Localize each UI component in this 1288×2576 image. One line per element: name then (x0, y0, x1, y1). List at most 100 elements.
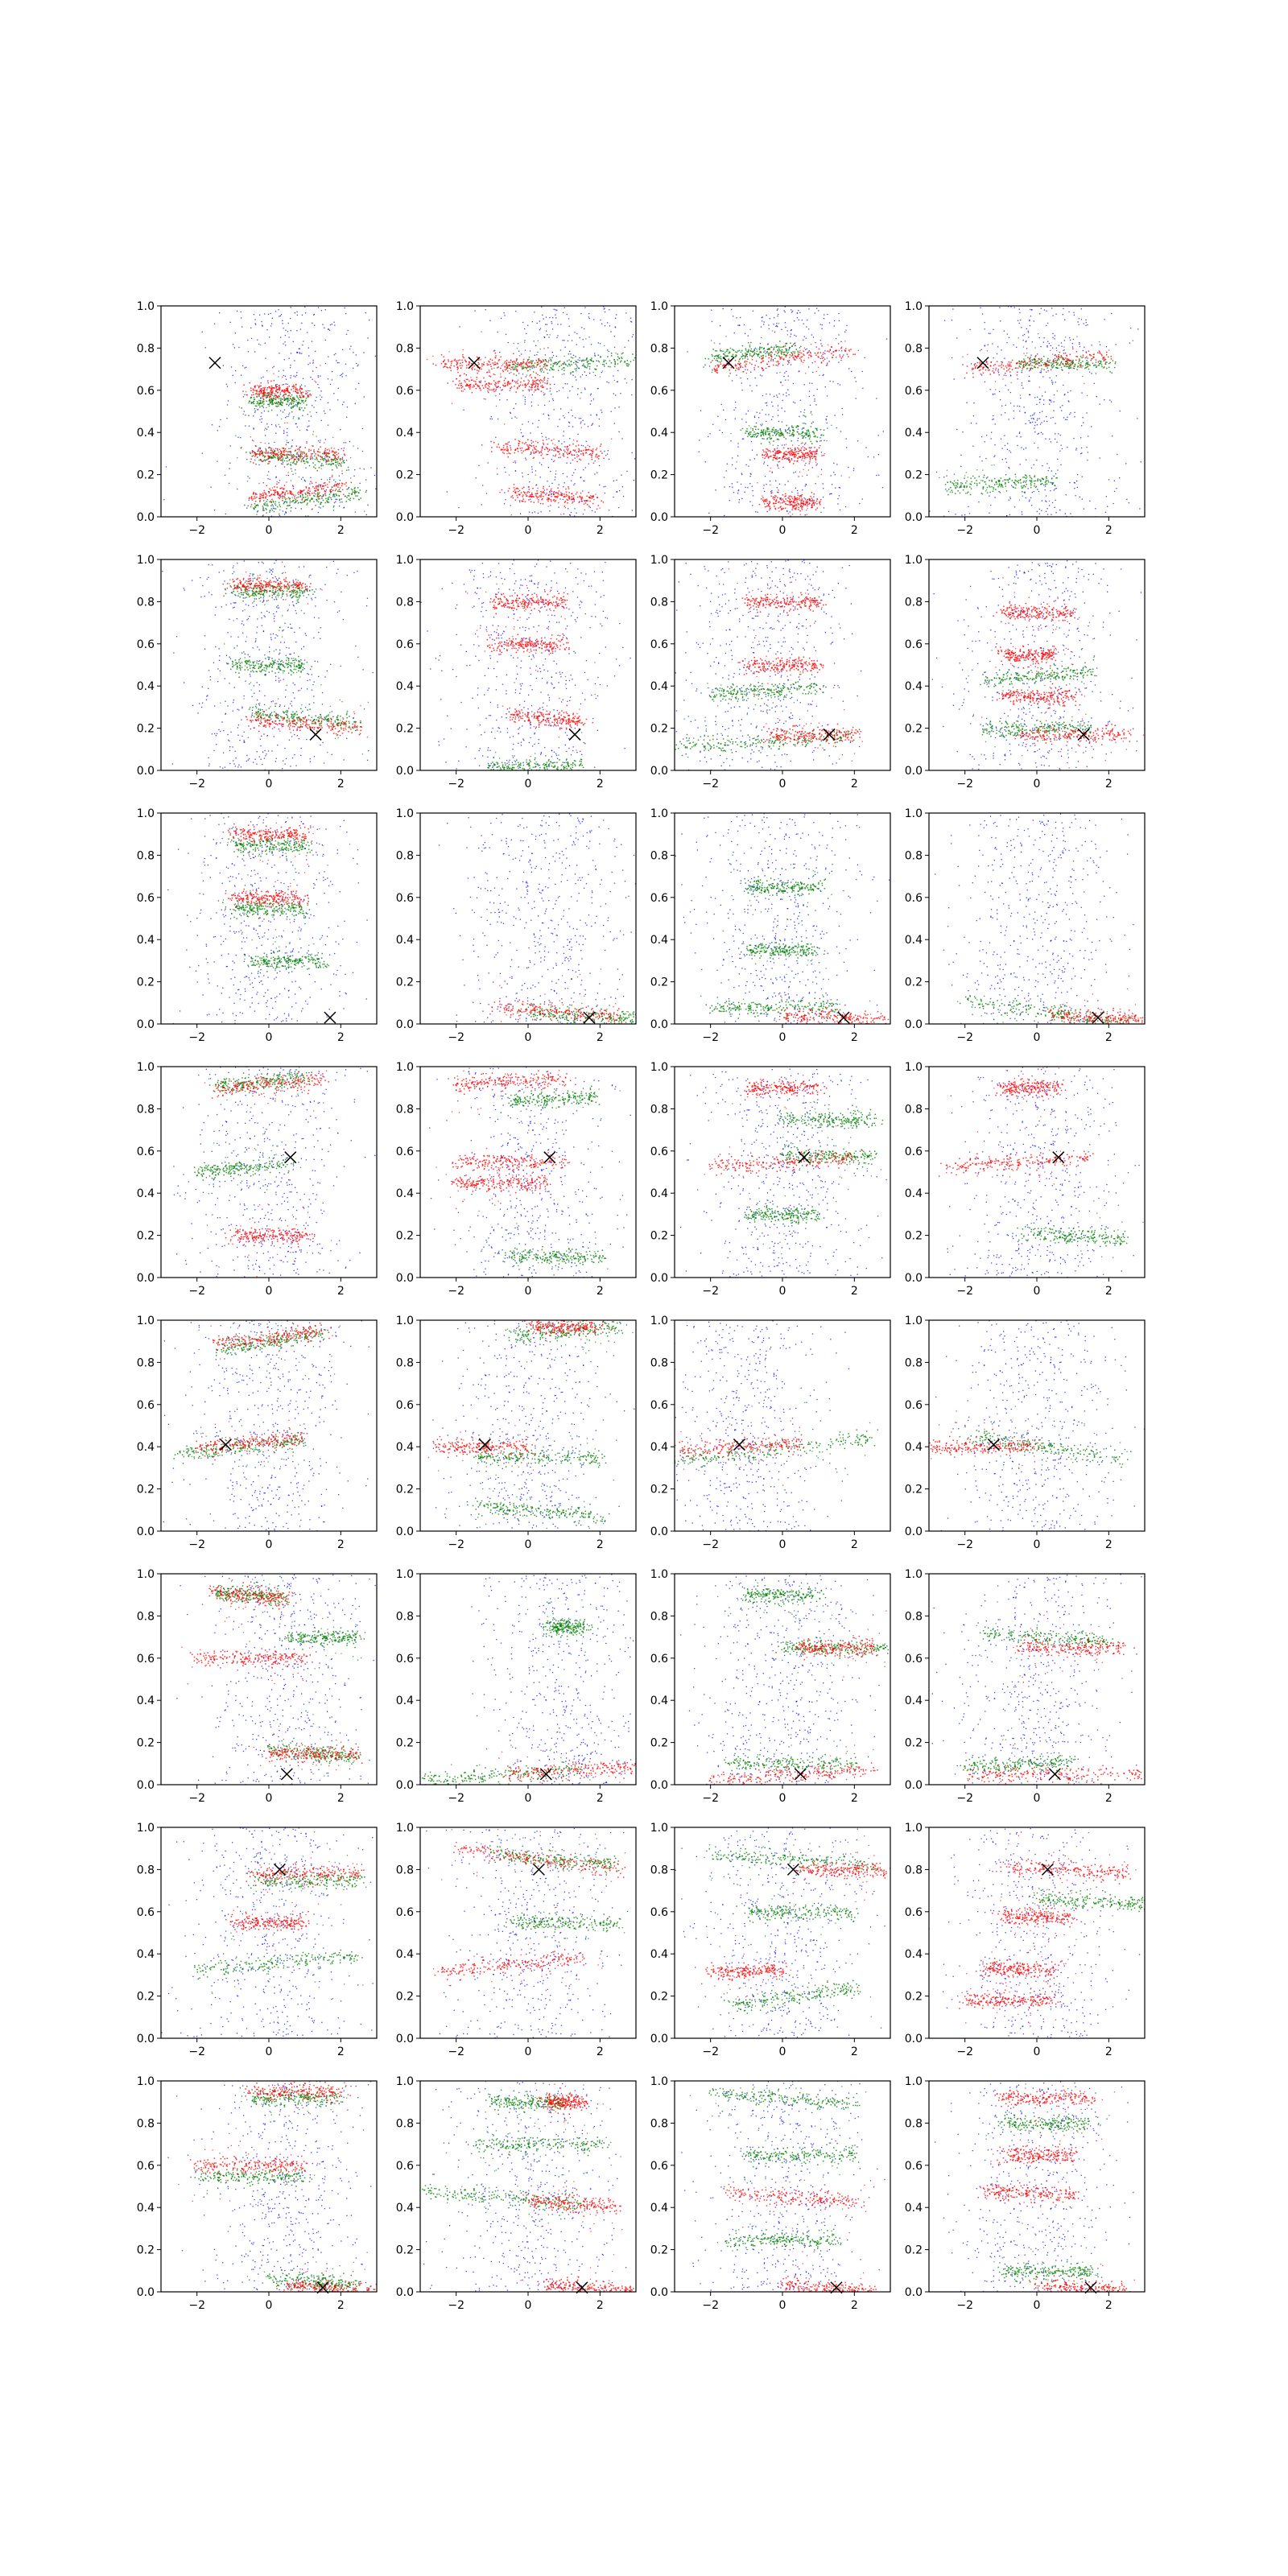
point-green (332, 463, 333, 464)
point-green (307, 460, 308, 463)
point-red (495, 385, 497, 387)
point-red (318, 496, 320, 497)
point-red (292, 485, 295, 488)
point-blue (830, 493, 832, 494)
point-green (275, 405, 277, 407)
point-red (265, 493, 266, 495)
point-red (507, 456, 509, 458)
point-green (324, 455, 327, 456)
point-red (276, 492, 279, 494)
point-green (335, 460, 336, 461)
point-red (826, 357, 828, 359)
point-red (791, 355, 793, 357)
point-red (256, 390, 258, 392)
point-red (506, 362, 507, 364)
point-green (711, 340, 712, 341)
point-red (324, 485, 327, 486)
point-blue (749, 483, 751, 485)
point-blue (288, 403, 290, 405)
point-red (510, 359, 512, 361)
point-red (522, 450, 524, 452)
point-red (526, 495, 527, 497)
point-blue (320, 478, 323, 481)
point-blue (363, 352, 365, 353)
point-red (518, 500, 521, 502)
point-green (244, 504, 246, 506)
point-blue (234, 332, 236, 334)
point-red (531, 495, 533, 497)
point-red (270, 391, 272, 394)
point-green (736, 351, 738, 353)
point-red (583, 503, 585, 505)
point-red (336, 458, 337, 460)
point-red (583, 449, 584, 452)
point-green (621, 357, 623, 359)
point-green (826, 440, 828, 442)
point-green (328, 453, 329, 455)
point-green (302, 496, 303, 498)
point-green (778, 434, 780, 436)
point-green (248, 415, 250, 417)
point-green (785, 354, 786, 356)
point-red (316, 456, 317, 458)
point-red (488, 369, 490, 371)
point-green (254, 506, 256, 508)
point-blue (555, 361, 557, 363)
point-blue (549, 510, 551, 512)
point-red (522, 390, 524, 392)
point-green (286, 403, 287, 405)
point-green (271, 394, 273, 396)
point-blue (524, 396, 526, 398)
point-red (535, 445, 537, 448)
point-green (745, 353, 746, 354)
point-green (241, 407, 242, 409)
point-red (585, 500, 588, 502)
point-green (336, 461, 339, 463)
point-red (280, 455, 283, 457)
point-green (796, 425, 799, 427)
point-red (491, 359, 493, 361)
point-blue (813, 496, 815, 497)
point-blue (309, 362, 311, 364)
point-red (240, 447, 242, 449)
point-red (259, 451, 261, 453)
point-red (769, 456, 770, 457)
point-green (254, 508, 255, 510)
point-blue (798, 476, 799, 477)
point-red (824, 453, 825, 455)
point-red (275, 390, 278, 392)
point-red (806, 456, 808, 459)
point-red (504, 448, 506, 451)
point-red (715, 365, 716, 367)
point-red (551, 449, 553, 451)
point-green (757, 353, 758, 355)
point-red (516, 359, 518, 361)
point-red (526, 366, 529, 369)
point-green (805, 416, 807, 418)
point-red (778, 450, 780, 452)
point-green (322, 459, 324, 460)
point-blue (580, 444, 582, 446)
point-green (309, 390, 311, 392)
point-green (314, 495, 316, 497)
point-green (333, 458, 336, 460)
point-red (500, 449, 502, 451)
point-blue (630, 320, 632, 323)
point-blue (295, 374, 298, 376)
point-green (326, 500, 328, 502)
point-red (789, 504, 791, 506)
point-red (532, 449, 534, 451)
point-green (336, 465, 337, 468)
point-green (802, 437, 803, 440)
point-red (543, 376, 546, 378)
point-red (773, 456, 775, 459)
point-green (633, 359, 634, 361)
point-blue (549, 492, 551, 493)
point-green (557, 369, 559, 371)
point-blue (266, 499, 268, 501)
point-red (590, 454, 592, 456)
point-red (291, 398, 294, 400)
point-blue (547, 373, 549, 374)
point-blue (283, 374, 284, 377)
point-green (319, 536, 320, 537)
